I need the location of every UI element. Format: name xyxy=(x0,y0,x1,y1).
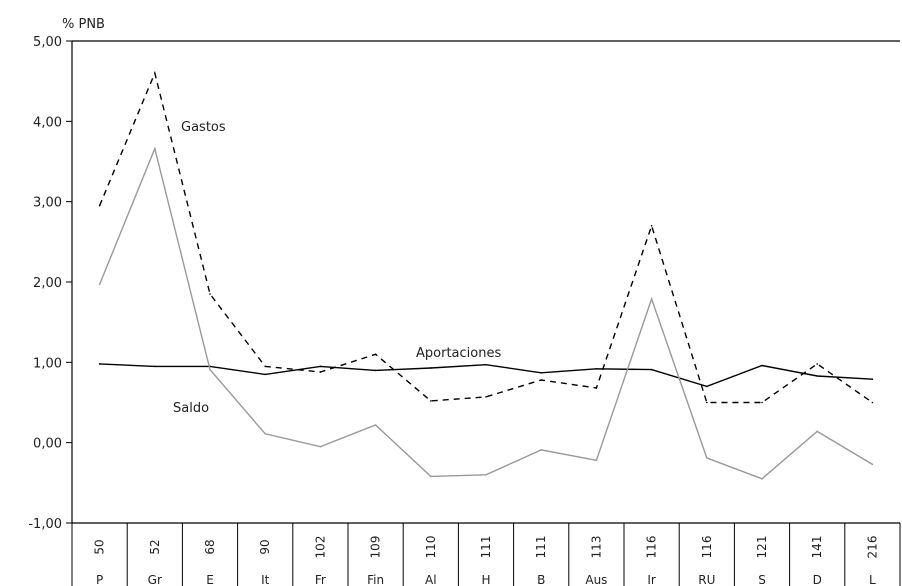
category-label: P xyxy=(96,573,103,586)
category-label: Fr xyxy=(315,573,326,586)
data-point-aportaciones xyxy=(540,371,542,374)
y-tick-labels: 5,00 4,00 3,00 2,00 1,00 0,00 -1,00 xyxy=(28,35,72,532)
data-point-saldo xyxy=(595,459,598,462)
data-point-aportaciones xyxy=(595,367,598,370)
data-point-aportaciones xyxy=(871,378,874,381)
y-tick-label: 3,00 xyxy=(33,196,62,211)
y-tick-label: 2,00 xyxy=(33,276,62,291)
category-label: Ir xyxy=(647,573,656,586)
data-point-saldo xyxy=(871,463,874,466)
data-point-saldo xyxy=(264,433,267,435)
data-point-gastos xyxy=(650,224,653,227)
data-point-gastos xyxy=(209,293,211,295)
data-point-gastos xyxy=(430,400,432,402)
data-point-saldo xyxy=(816,430,818,433)
category-value-label: 116 xyxy=(700,536,714,559)
data-point-aportaciones xyxy=(761,364,763,367)
category-label: RU xyxy=(698,573,715,586)
category-label: Aus xyxy=(585,573,607,586)
data-point-saldo xyxy=(430,475,432,478)
data-point-gastos xyxy=(871,401,874,404)
data-point-gastos xyxy=(374,353,377,356)
data-point-aportaciones xyxy=(154,365,156,368)
category-label: Gr xyxy=(148,573,162,586)
data-point-saldo xyxy=(706,457,708,459)
category-label: Al xyxy=(425,573,437,586)
y-tick-label: 1,00 xyxy=(33,356,62,371)
category-value-label: 111 xyxy=(479,536,493,559)
category-value-label: 116 xyxy=(645,536,659,559)
data-point-gastos xyxy=(154,72,156,74)
data-point-gastos xyxy=(264,365,267,368)
data-point-gastos xyxy=(485,396,487,398)
category-value-label: 102 xyxy=(313,536,327,559)
data-point-saldo xyxy=(650,298,653,300)
category-axis: 50 52 68 90 102 109 110 111 111 113 116 116 121 141 21… xyxy=(71,523,901,586)
category-value-label: 121 xyxy=(755,536,769,559)
data-point-gastos xyxy=(816,363,818,365)
data-point-saldo xyxy=(98,283,101,286)
series-line-gastos xyxy=(98,70,873,404)
data-point-gastos xyxy=(540,379,542,381)
data-point-aportaciones xyxy=(650,368,653,371)
category-value-label: 52 xyxy=(148,539,162,554)
category-value-label: 68 xyxy=(203,539,217,554)
category-value-label: 111 xyxy=(534,536,548,559)
data-point-aportaciones xyxy=(264,373,267,376)
data-point-aportaciones xyxy=(98,363,101,365)
annotation-saldo: Saldo xyxy=(173,401,209,416)
y-tick-label: 4,00 xyxy=(33,115,62,130)
data-point-gastos xyxy=(98,204,101,207)
category-value-label: 141 xyxy=(810,536,824,559)
data-point-aportaciones xyxy=(374,369,377,372)
data-point-saldo xyxy=(319,445,322,448)
category-value-label: 109 xyxy=(369,536,383,559)
category-label: S xyxy=(758,573,766,586)
data-point-saldo xyxy=(209,368,211,371)
category-label: Fin xyxy=(367,573,384,586)
series-line-saldo xyxy=(98,146,873,480)
data-point-saldo xyxy=(761,478,763,480)
category-label: D xyxy=(813,573,822,586)
series-annotations: Gastos Aportaciones Saldo xyxy=(173,120,501,416)
annotation-gastos: Gastos xyxy=(181,120,226,135)
category-label: L xyxy=(869,573,876,586)
data-point-saldo xyxy=(485,474,487,476)
data-point-aportaciones xyxy=(485,363,487,366)
data-point-gastos xyxy=(706,401,708,404)
category-label: B xyxy=(537,573,545,586)
series-lines xyxy=(98,70,874,480)
data-point-saldo xyxy=(154,147,156,150)
category-label: H xyxy=(481,573,490,586)
category-label: E xyxy=(206,573,214,586)
data-point-saldo xyxy=(374,424,377,426)
annotation-aportaciones: Aportaciones xyxy=(416,346,501,361)
y-tick-label: -1,00 xyxy=(28,517,62,532)
data-point-aportaciones xyxy=(816,375,818,377)
axes xyxy=(71,40,900,524)
category-label: It xyxy=(261,573,270,586)
y-tick-label: 5,00 xyxy=(33,35,62,50)
category-value-label: 216 xyxy=(865,536,879,559)
category-value-label: 110 xyxy=(424,536,438,559)
category-value-label: 113 xyxy=(589,536,603,559)
data-point-gastos xyxy=(761,401,763,404)
y-tick-label: 0,00 xyxy=(33,437,62,452)
data-point-aportaciones xyxy=(319,365,322,368)
data-point-aportaciones xyxy=(706,385,708,388)
y-axis-unit-label: % PNB xyxy=(62,17,105,32)
category-value-label: 50 xyxy=(93,539,107,554)
category-value-label: 90 xyxy=(258,539,272,554)
data-point-gastos xyxy=(595,387,598,389)
data-point-saldo xyxy=(540,449,542,451)
data-point-gastos xyxy=(319,371,322,373)
data-point-aportaciones xyxy=(430,367,432,369)
